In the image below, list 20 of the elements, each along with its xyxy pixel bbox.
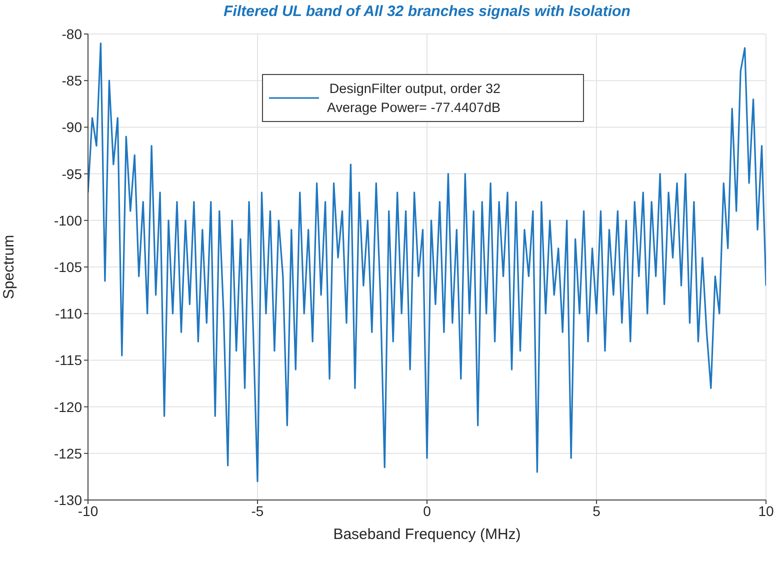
y-tick-label: -120 [54,398,82,415]
y-tick-label: -85 [62,72,82,89]
y-tick-label: -125 [54,445,82,462]
y-tick-label: -90 [62,119,82,136]
x-axis-title: Baseband Frequency (MHz) [333,526,521,543]
chart-title: Filtered UL band of All 32 branches signals with Isolation [222,3,632,20]
y-tick-label: -100 [54,212,82,228]
y-tick-label: -95 [62,166,82,182]
line-series [88,42,766,482]
y-tick-label: -110 [55,306,82,322]
x-tick-label: 10 [758,502,774,519]
y-tick-label: -115 [55,352,82,368]
y-axis-title: Spectrum [0,234,18,300]
x-tick-label: 0 [423,502,432,519]
x-tick-label: 5 [592,502,601,519]
legend-label: DesignFilter output, order 32 Average Power= -77.4407dB [327,80,500,117]
y-tick-label: -130 [54,492,82,508]
y-tick-label: -105 [54,258,82,275]
y-tick-label: -80 [62,26,82,42]
x-tick-label: -5 [251,502,264,519]
